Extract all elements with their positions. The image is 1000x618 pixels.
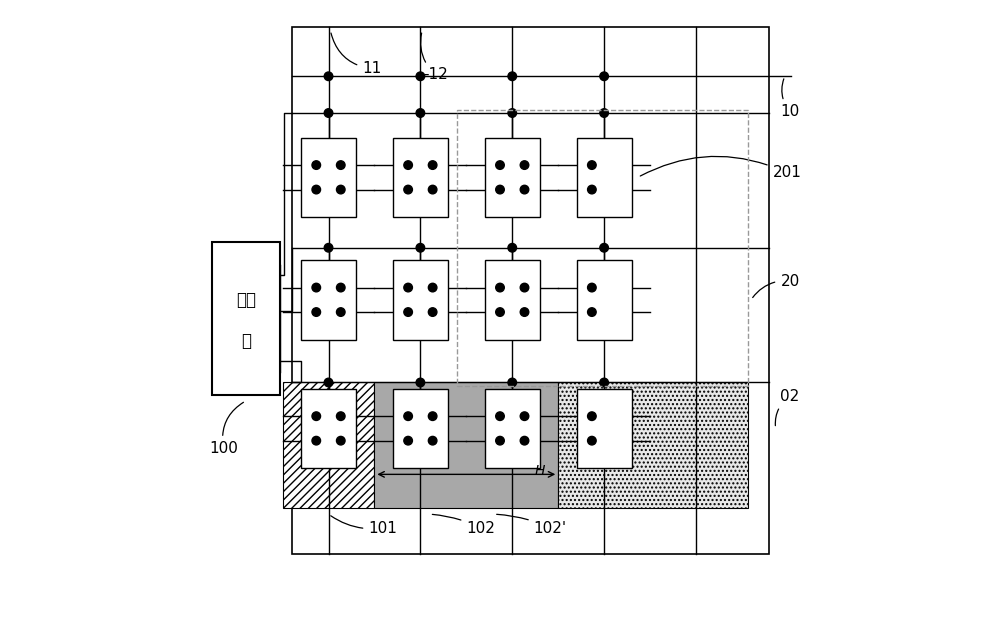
Circle shape [428,412,437,420]
Circle shape [508,109,517,117]
Circle shape [312,185,321,194]
Circle shape [336,161,345,169]
Bar [393,389,448,468]
Circle shape [508,243,517,252]
Text: 201: 201 [640,156,801,180]
Circle shape [520,161,529,169]
Circle shape [520,436,529,445]
Circle shape [336,283,345,292]
Circle shape [428,185,437,194]
Text: 101: 101 [331,516,397,536]
Bar [485,389,540,468]
Circle shape [324,378,333,387]
Circle shape [404,185,412,194]
Circle shape [404,161,412,169]
Circle shape [336,436,345,445]
Circle shape [520,185,529,194]
Circle shape [496,308,504,316]
Text: 102: 102 [432,514,495,536]
Circle shape [496,436,504,445]
Circle shape [404,283,412,292]
Bar [283,383,374,508]
Circle shape [508,378,517,387]
Circle shape [588,436,596,445]
Text: 11: 11 [331,33,381,76]
Bar [558,383,748,508]
Circle shape [312,308,321,316]
Circle shape [312,436,321,445]
Bar [485,138,540,217]
Bar [577,138,632,217]
Circle shape [600,378,608,387]
Text: 源: 源 [241,332,251,350]
Text: 100: 100 [209,402,243,456]
Circle shape [312,161,321,169]
Bar [292,27,769,554]
Bar [577,389,632,468]
Bar [212,242,280,395]
Circle shape [416,109,425,117]
Circle shape [588,283,596,292]
Bar [374,383,558,508]
Bar [485,260,540,340]
Circle shape [600,72,608,80]
Circle shape [312,412,321,420]
Circle shape [520,283,529,292]
Circle shape [312,283,321,292]
Circle shape [324,72,333,80]
Circle shape [588,308,596,316]
Bar [457,110,748,386]
Text: 10: 10 [780,79,800,119]
Bar [393,138,448,217]
Bar [393,260,448,340]
Circle shape [588,412,596,420]
Text: 102': 102' [497,514,567,536]
Circle shape [520,412,529,420]
Circle shape [428,308,437,316]
Circle shape [508,72,517,80]
Circle shape [428,283,437,292]
Bar [301,138,356,217]
Text: 驱动: 驱动 [236,291,256,309]
Text: -12: -12 [421,33,448,82]
Circle shape [600,109,608,117]
Circle shape [324,243,333,252]
Circle shape [336,412,345,420]
Circle shape [416,378,425,387]
Circle shape [404,436,412,445]
Bar [301,260,356,340]
Circle shape [324,109,333,117]
Text: 20: 20 [780,274,800,289]
Bar [577,260,632,340]
Circle shape [520,308,529,316]
Circle shape [404,412,412,420]
Circle shape [496,283,504,292]
Text: 02: 02 [775,389,800,426]
Circle shape [336,308,345,316]
Circle shape [600,243,608,252]
Circle shape [428,161,437,169]
Circle shape [416,243,425,252]
Circle shape [588,185,596,194]
Circle shape [416,72,425,80]
Text: H: H [535,464,545,478]
Circle shape [496,412,504,420]
Circle shape [404,308,412,316]
Circle shape [588,161,596,169]
Bar [301,389,356,468]
Circle shape [428,436,437,445]
Circle shape [496,185,504,194]
Circle shape [496,161,504,169]
Circle shape [336,185,345,194]
